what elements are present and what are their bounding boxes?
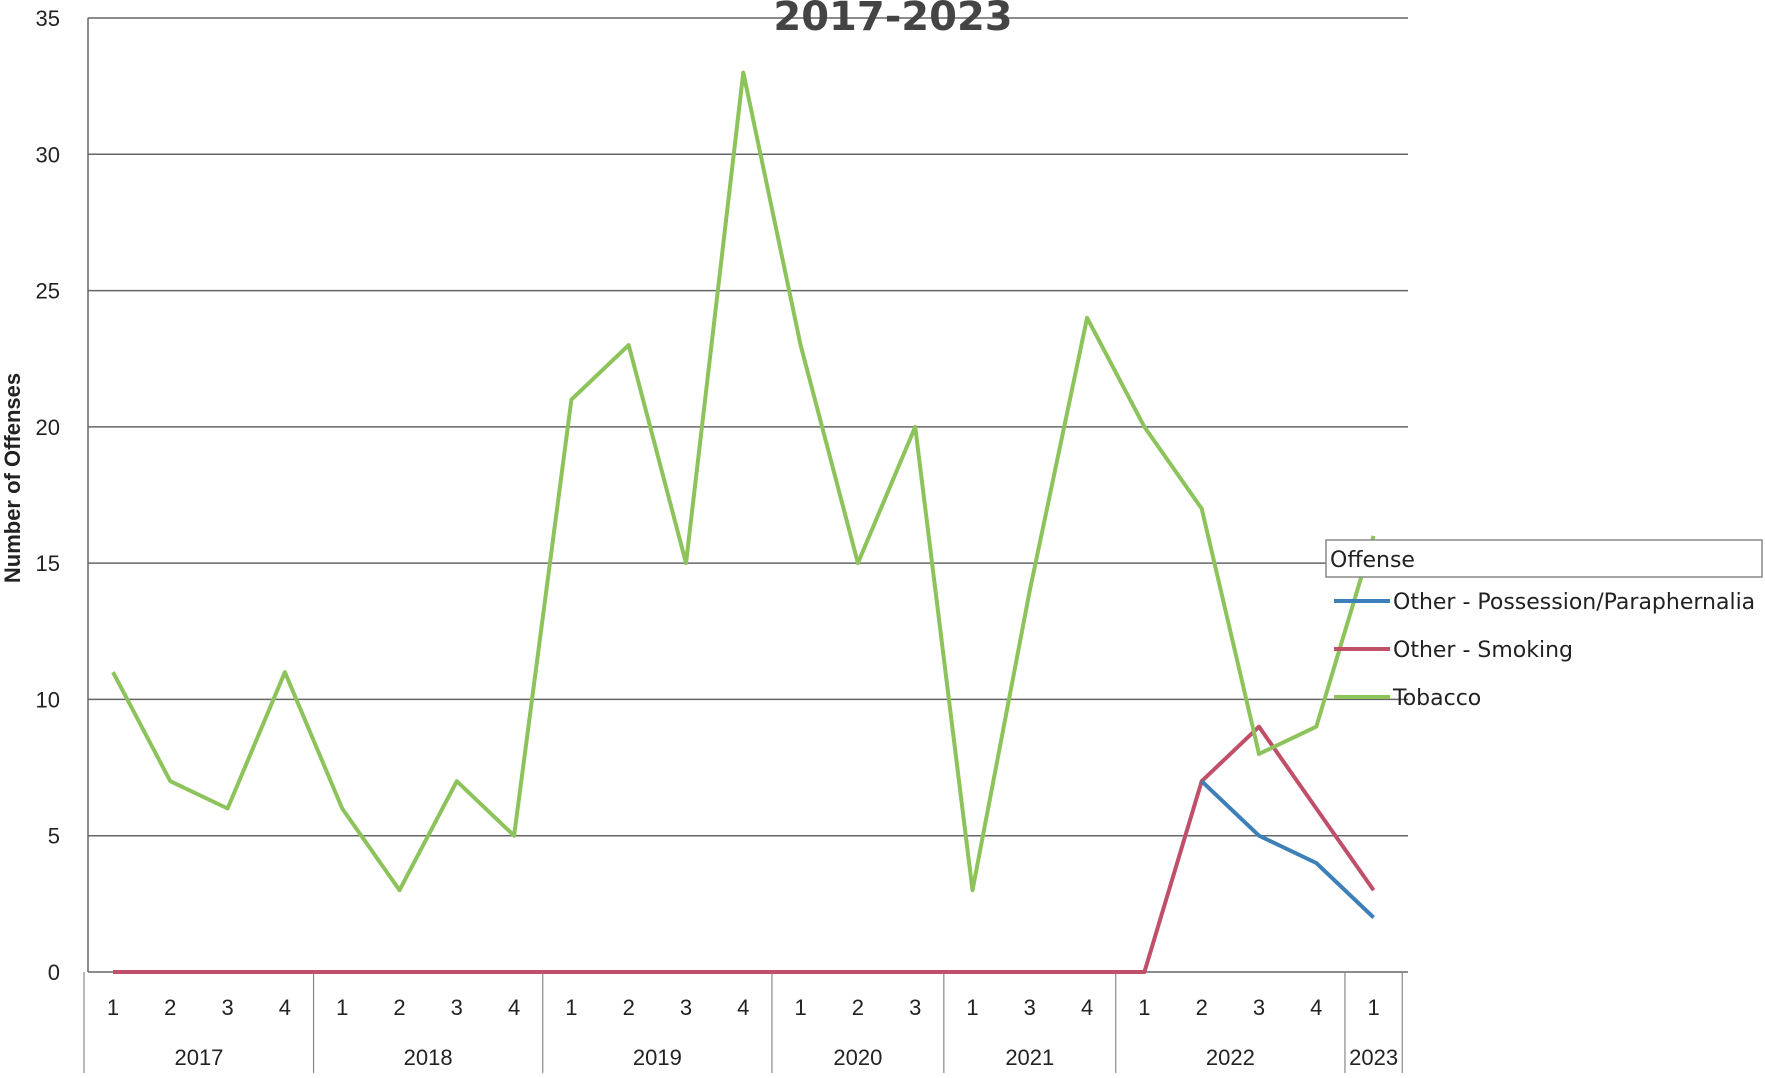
year-tick-label: 2018: [404, 1045, 453, 1070]
legend-entry: Tobacco: [1392, 686, 1481, 711]
quarter-tick-label: 4: [279, 995, 291, 1020]
year-tick-label: 2020: [833, 1045, 882, 1070]
quarter-tick-label: 1: [966, 995, 978, 1020]
series-line: [113, 724, 1376, 974]
legend-entry: Other - Possession/Paraphernalia: [1393, 590, 1755, 615]
quarter-tick-label: 3: [680, 995, 692, 1020]
year-tick-label: 2022: [1206, 1045, 1255, 1070]
legend-title-box: [1325, 539, 1763, 578]
quarter-tick-label: 4: [1081, 995, 1093, 1020]
y-axis-label: Number of Offenses: [0, 373, 25, 583]
quarter-tick-label: 1: [336, 995, 348, 1020]
quarter-tick-label: 2: [623, 995, 635, 1020]
quarter-tick-label: 3: [1253, 995, 1265, 1020]
quarter-tick-label: 1: [107, 995, 119, 1020]
quarter-tick-label: 3: [451, 995, 463, 1020]
quarter-tick-label: 1: [565, 995, 577, 1020]
axes: 0 5 10 15 20 25 30 35 1 2 3 4 2017 1 2 3 4 2018 1 2 3 4 2019 1 2…: [36, 6, 1403, 1073]
grid-lines: [88, 17, 1408, 973]
quarter-tick-label: 1: [1367, 995, 1379, 1020]
y-tick-label: 20: [36, 415, 60, 440]
quarter-tick-label: 2: [852, 995, 864, 1020]
legend-title: Offense: [1330, 548, 1415, 573]
y-tick-label: 0: [48, 960, 60, 985]
quarter-tick-label: 2: [393, 995, 405, 1020]
year-tick-label: 2019: [633, 1045, 682, 1070]
y-tick-label: 5: [48, 824, 60, 849]
quarter-tick-label: 3: [1024, 995, 1036, 1020]
quarter-tick-label: 4: [508, 995, 520, 1020]
quarter-tick-label: 4: [737, 995, 749, 1020]
y-tick-label: 35: [36, 6, 60, 31]
year-tick-label: 2021: [1005, 1045, 1054, 1070]
quarter-tick-label: 2: [164, 995, 176, 1020]
legend: Offense Other - Possession/Paraphernalia…: [1325, 539, 1763, 711]
quarter-tick-label: 4: [1310, 995, 1322, 1020]
quarter-tick-label: 2: [1196, 995, 1208, 1020]
y-tick-label: 10: [36, 687, 60, 712]
y-tick-label: 25: [36, 279, 60, 304]
quarter-tick-label: 1: [1138, 995, 1150, 1020]
year-tick-label: 2023: [1349, 1045, 1398, 1070]
y-tick-label: 15: [36, 551, 60, 576]
quarter-tick-label: 1: [794, 995, 806, 1020]
series-line: [1200, 779, 1375, 919]
series-lines: [111, 70, 1376, 974]
series-line: [111, 70, 1376, 893]
year-tick-label: 2017: [174, 1045, 223, 1070]
quarter-tick-label: 3: [909, 995, 921, 1020]
quarter-tick-label: 3: [221, 995, 233, 1020]
y-tick-label: 30: [36, 142, 60, 167]
legend-entry: Other - Smoking: [1393, 638, 1573, 663]
chart-title: 2017-2023: [773, 0, 1012, 40]
